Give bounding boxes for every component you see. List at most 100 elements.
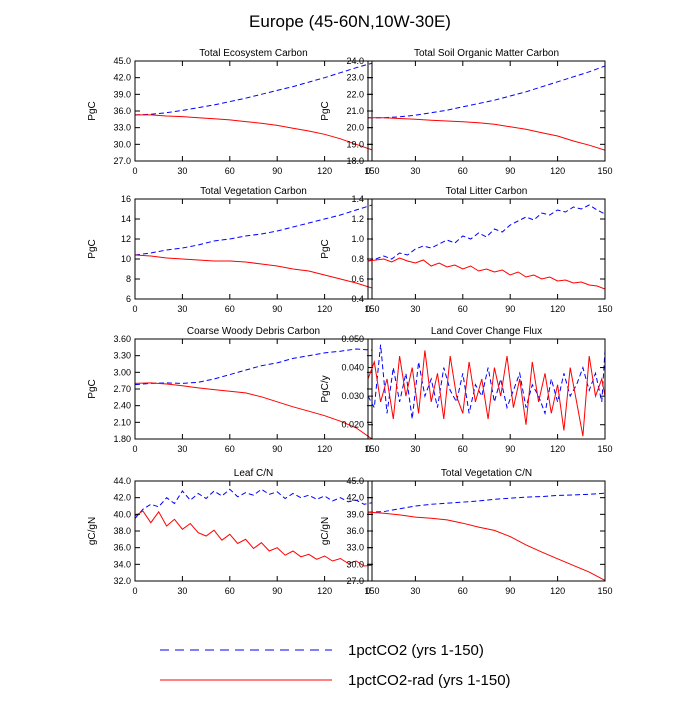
y-tick-label: 27.0 [346,576,364,586]
y-tick-label: 24.0 [346,56,364,66]
y-axis-label: PgC [87,101,98,120]
y-tick-label: 16 [121,194,131,204]
y-tick-label: 44.0 [113,476,131,486]
x-tick-label: 150 [597,304,612,314]
x-tick-label: 60 [225,304,235,314]
legend-label-1pctco2-rad: 1pctCO2-rad (yrs 1-150) [348,672,511,689]
y-axis-label: gC/gN [320,517,331,545]
y-tick-label: 2.40 [113,401,131,411]
plot-frame [134,338,373,440]
y-tick-label: 12 [121,234,131,244]
y-tick-label: 1.4 [351,194,364,204]
y-tick-label: 18.0 [346,156,364,166]
x-tick-label: 60 [225,444,235,454]
panel-title: Coarse Woody Debris Carbon [187,326,320,337]
x-tick-label: 120 [550,586,565,596]
plot-frame [367,198,606,300]
y-tick-label: 30.0 [346,559,364,569]
x-tick-label: 90 [505,166,515,176]
y-tick-label: 14 [121,214,131,224]
y-tick-label: 39.0 [113,89,131,99]
y-tick-label: 42.0 [113,493,131,503]
x-tick-label: 90 [272,166,282,176]
x-tick-label: 0 [132,304,137,314]
x-tick-label: 150 [364,304,379,314]
panel-total-ecosystem-carbon: Total Ecosystem Carbon PgC 0 30 60 90 120 150 27… [87,48,380,176]
y-tick-label: 0.050 [341,334,364,344]
x-tick-label: 120 [550,166,565,176]
y-tick-label: 33.0 [346,543,364,553]
plot-frame [367,480,606,582]
x-tick-label: 60 [225,586,235,596]
plot-frame [134,60,373,162]
x-tick-label: 150 [597,166,612,176]
series-line-1pctco2-rad-yrs-1-150 [368,350,605,437]
series-line-1pctco2-rad-yrs-1-150 [135,510,372,567]
x-tick-label: 0 [365,444,370,454]
y-tick-label: 36.0 [113,106,131,116]
y-tick-label: 23.0 [346,73,364,83]
x-tick-label: 30 [410,304,420,314]
y-tick-label: 27.0 [113,156,131,166]
y-tick-label: 2.10 [113,417,131,427]
x-tick-label: 30 [177,586,187,596]
series-line-1pctco2-rad-yrs-1-150 [368,511,605,581]
y-tick-label: 1.2 [351,214,364,224]
x-tick-label: 30 [410,444,420,454]
x-tick-label: 120 [317,586,332,596]
x-tick-label: 0 [132,586,137,596]
y-tick-label: 19.0 [346,139,364,149]
x-tick-label: 30 [177,304,187,314]
x-tick-label: 90 [505,586,515,596]
y-axis-label: gC/gN [87,517,98,545]
panel-title: Total Ecosystem Carbon [199,48,307,59]
x-tick-label: 90 [272,586,282,596]
panel-total-soil-organic-matter-carbon: Total Soil Organic Matter Carbon PgC 0 30 60… [320,48,613,176]
y-tick-label: 10 [121,254,131,264]
y-tick-label: 42.0 [346,493,364,503]
y-axis-label: PgC [320,101,331,120]
legend: 1pctCO2 (yrs 1-150) 1pctCO2-rad (yrs 1-1… [160,642,511,689]
y-tick-label: 3.60 [113,334,131,344]
y-tick-label: 38.0 [113,526,131,536]
y-tick-label: 0.030 [341,391,364,401]
series-line-1pctco2-yrs-1-150 [135,488,372,519]
series-line-1pctco2-rad-yrs-1-150 [135,382,372,439]
x-tick-label: 60 [458,444,468,454]
y-tick-label: 39.0 [346,509,364,519]
series-line-1pctco2-yrs-1-150 [368,65,605,119]
y-axis-label: PgC [87,239,98,258]
panel-land-cover-change-flux: Land Cover Change Flux PgC/y 0 30 60 90 120 150… [320,326,613,454]
series-line-1pctco2-rad-yrs-1-150 [135,114,372,151]
x-tick-label: 120 [550,444,565,454]
x-tick-label: 0 [132,444,137,454]
y-tick-label: 0.8 [351,254,364,264]
series-line-1pctco2-yrs-1-150 [135,204,372,256]
y-tick-label: 32.0 [113,576,131,586]
panel-coarse-woody-debris-carbon: Coarse Woody Debris Carbon PgC 0 30 60 90 120 1… [87,326,380,454]
series-line-1pctco2-rad-yrs-1-150 [368,117,605,151]
x-tick-label: 150 [364,444,379,454]
x-tick-label: 30 [177,444,187,454]
panel-title: Total Vegetation Carbon [200,186,307,197]
y-tick-label: 1.0 [351,234,364,244]
panel-title: Leaf C/N [234,468,273,479]
series-line-1pctco2-yrs-1-150 [135,348,372,386]
figure-title: Europe (45-60N,10W-30E) [249,12,451,31]
x-tick-label: 30 [410,166,420,176]
x-tick-label: 150 [364,586,379,596]
panel-leaf-c-n: Leaf C/N gC/gN 0 30 60 90 120 150 32.0 34.0 36.0 38… [87,468,380,596]
legend-label-1pctco2: 1pctCO2 (yrs 1-150) [348,642,484,659]
x-tick-label: 0 [365,304,370,314]
series-line-1pctco2-yrs-1-150 [368,204,605,262]
x-tick-label: 60 [458,166,468,176]
series-line-1pctco2-yrs-1-150 [368,492,605,513]
series-line-1pctco2-rad-yrs-1-150 [135,254,372,289]
y-tick-label: 22.0 [346,89,364,99]
plot-frame [134,198,373,300]
y-axis-label: PgC/y [320,375,331,402]
x-tick-label: 120 [317,444,332,454]
